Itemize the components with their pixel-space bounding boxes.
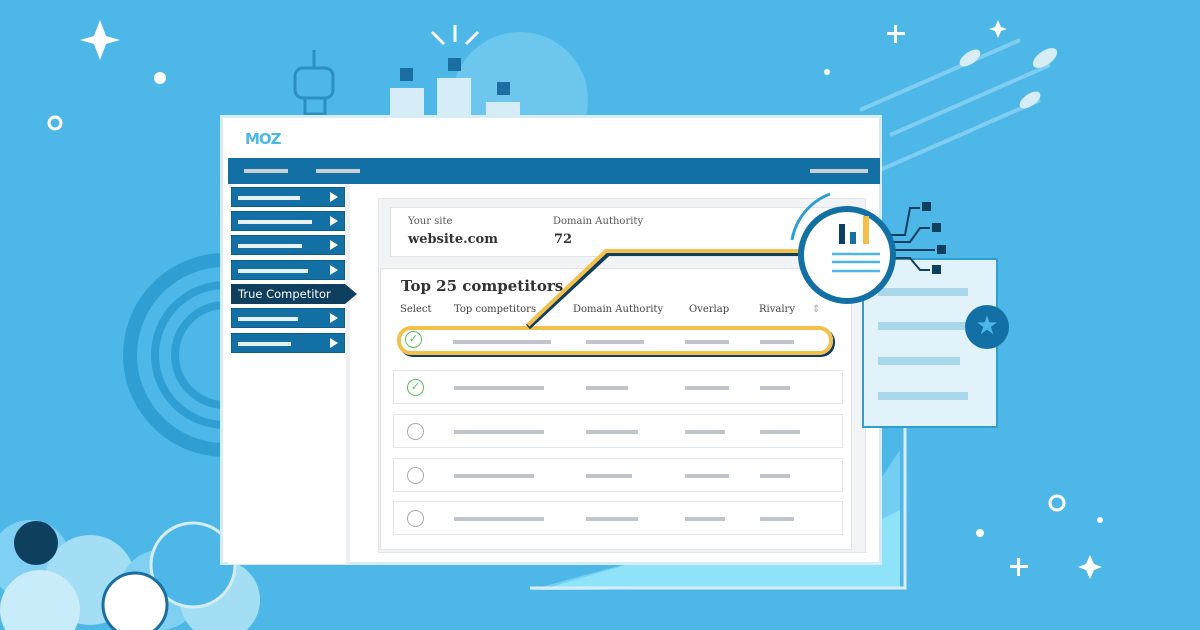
sidebar-item[interactable] [231, 260, 345, 280]
nav-item[interactable] [316, 169, 360, 173]
column-header-select: Select [400, 304, 432, 315]
radio-unchecked[interactable] [407, 423, 424, 440]
radio-unchecked[interactable] [407, 467, 424, 484]
clouds-decoration [0, 520, 260, 630]
stars-decoration [47, 20, 1103, 579]
sidebar-item-true-competitor[interactable]: True Competitor [231, 284, 357, 304]
rocket-icons [959, 48, 1058, 109]
top-nav-bar [228, 158, 880, 184]
table-row[interactable] [393, 414, 843, 448]
arrow-right-icon [330, 216, 338, 226]
table-row[interactable] [393, 458, 843, 492]
arrow-right-icon [330, 192, 338, 202]
sidebar-item[interactable] [231, 187, 345, 207]
sidebar-item[interactable] [231, 333, 345, 353]
column-header-overlap[interactable]: Overlap [689, 304, 730, 315]
arrow-right-icon [330, 240, 338, 250]
nav-item[interactable] [810, 169, 868, 173]
competitors-title: Top 25 competitors [401, 277, 564, 295]
arrow-right-icon [330, 313, 338, 323]
spark-decoration [430, 25, 480, 46]
check-icon[interactable]: ✓ [407, 379, 424, 396]
nav-item[interactable] [244, 169, 288, 173]
sidebar-item[interactable] [231, 211, 345, 231]
sidebar-item[interactable] [231, 308, 345, 328]
column-header-domain-authority[interactable]: Domain Authority [573, 304, 664, 315]
moz-logo[interactable]: MOZ [245, 130, 282, 148]
robot-icon [293, 50, 335, 116]
table-row[interactable] [393, 501, 843, 535]
arrow-right-icon [330, 265, 338, 275]
domain-authority-value: 72 [554, 232, 573, 247]
competitors-card: Top 25 competitors ✓ [380, 268, 852, 550]
star-icon: ★ [965, 305, 1009, 349]
your-site-label: Your site [408, 216, 453, 227]
your-site-value: website.com [408, 232, 498, 247]
sort-icon[interactable]: ⇕ [812, 304, 821, 315]
domain-authority-label: Domain Authority [553, 216, 644, 227]
arrow-right-icon [330, 338, 338, 348]
sidebar-item[interactable] [231, 235, 345, 255]
site-summary-card: Your site website.com Domain Authority 7… [390, 207, 850, 257]
highlighted-row[interactable]: ✓ [397, 326, 833, 355]
radio-unchecked[interactable] [407, 510, 424, 527]
magnifier-chart-icon [790, 192, 946, 304]
column-header-top-competitors[interactable]: Top competitors [454, 304, 537, 315]
sidebar: True Competitor [228, 184, 357, 564]
check-icon[interactable]: ✓ [405, 331, 422, 348]
binoculars-icon [101, 571, 169, 630]
callout-connector [525, 249, 810, 330]
table-row[interactable]: ✓ [393, 370, 843, 404]
column-header-rivalry[interactable]: Rivalry [759, 304, 795, 315]
